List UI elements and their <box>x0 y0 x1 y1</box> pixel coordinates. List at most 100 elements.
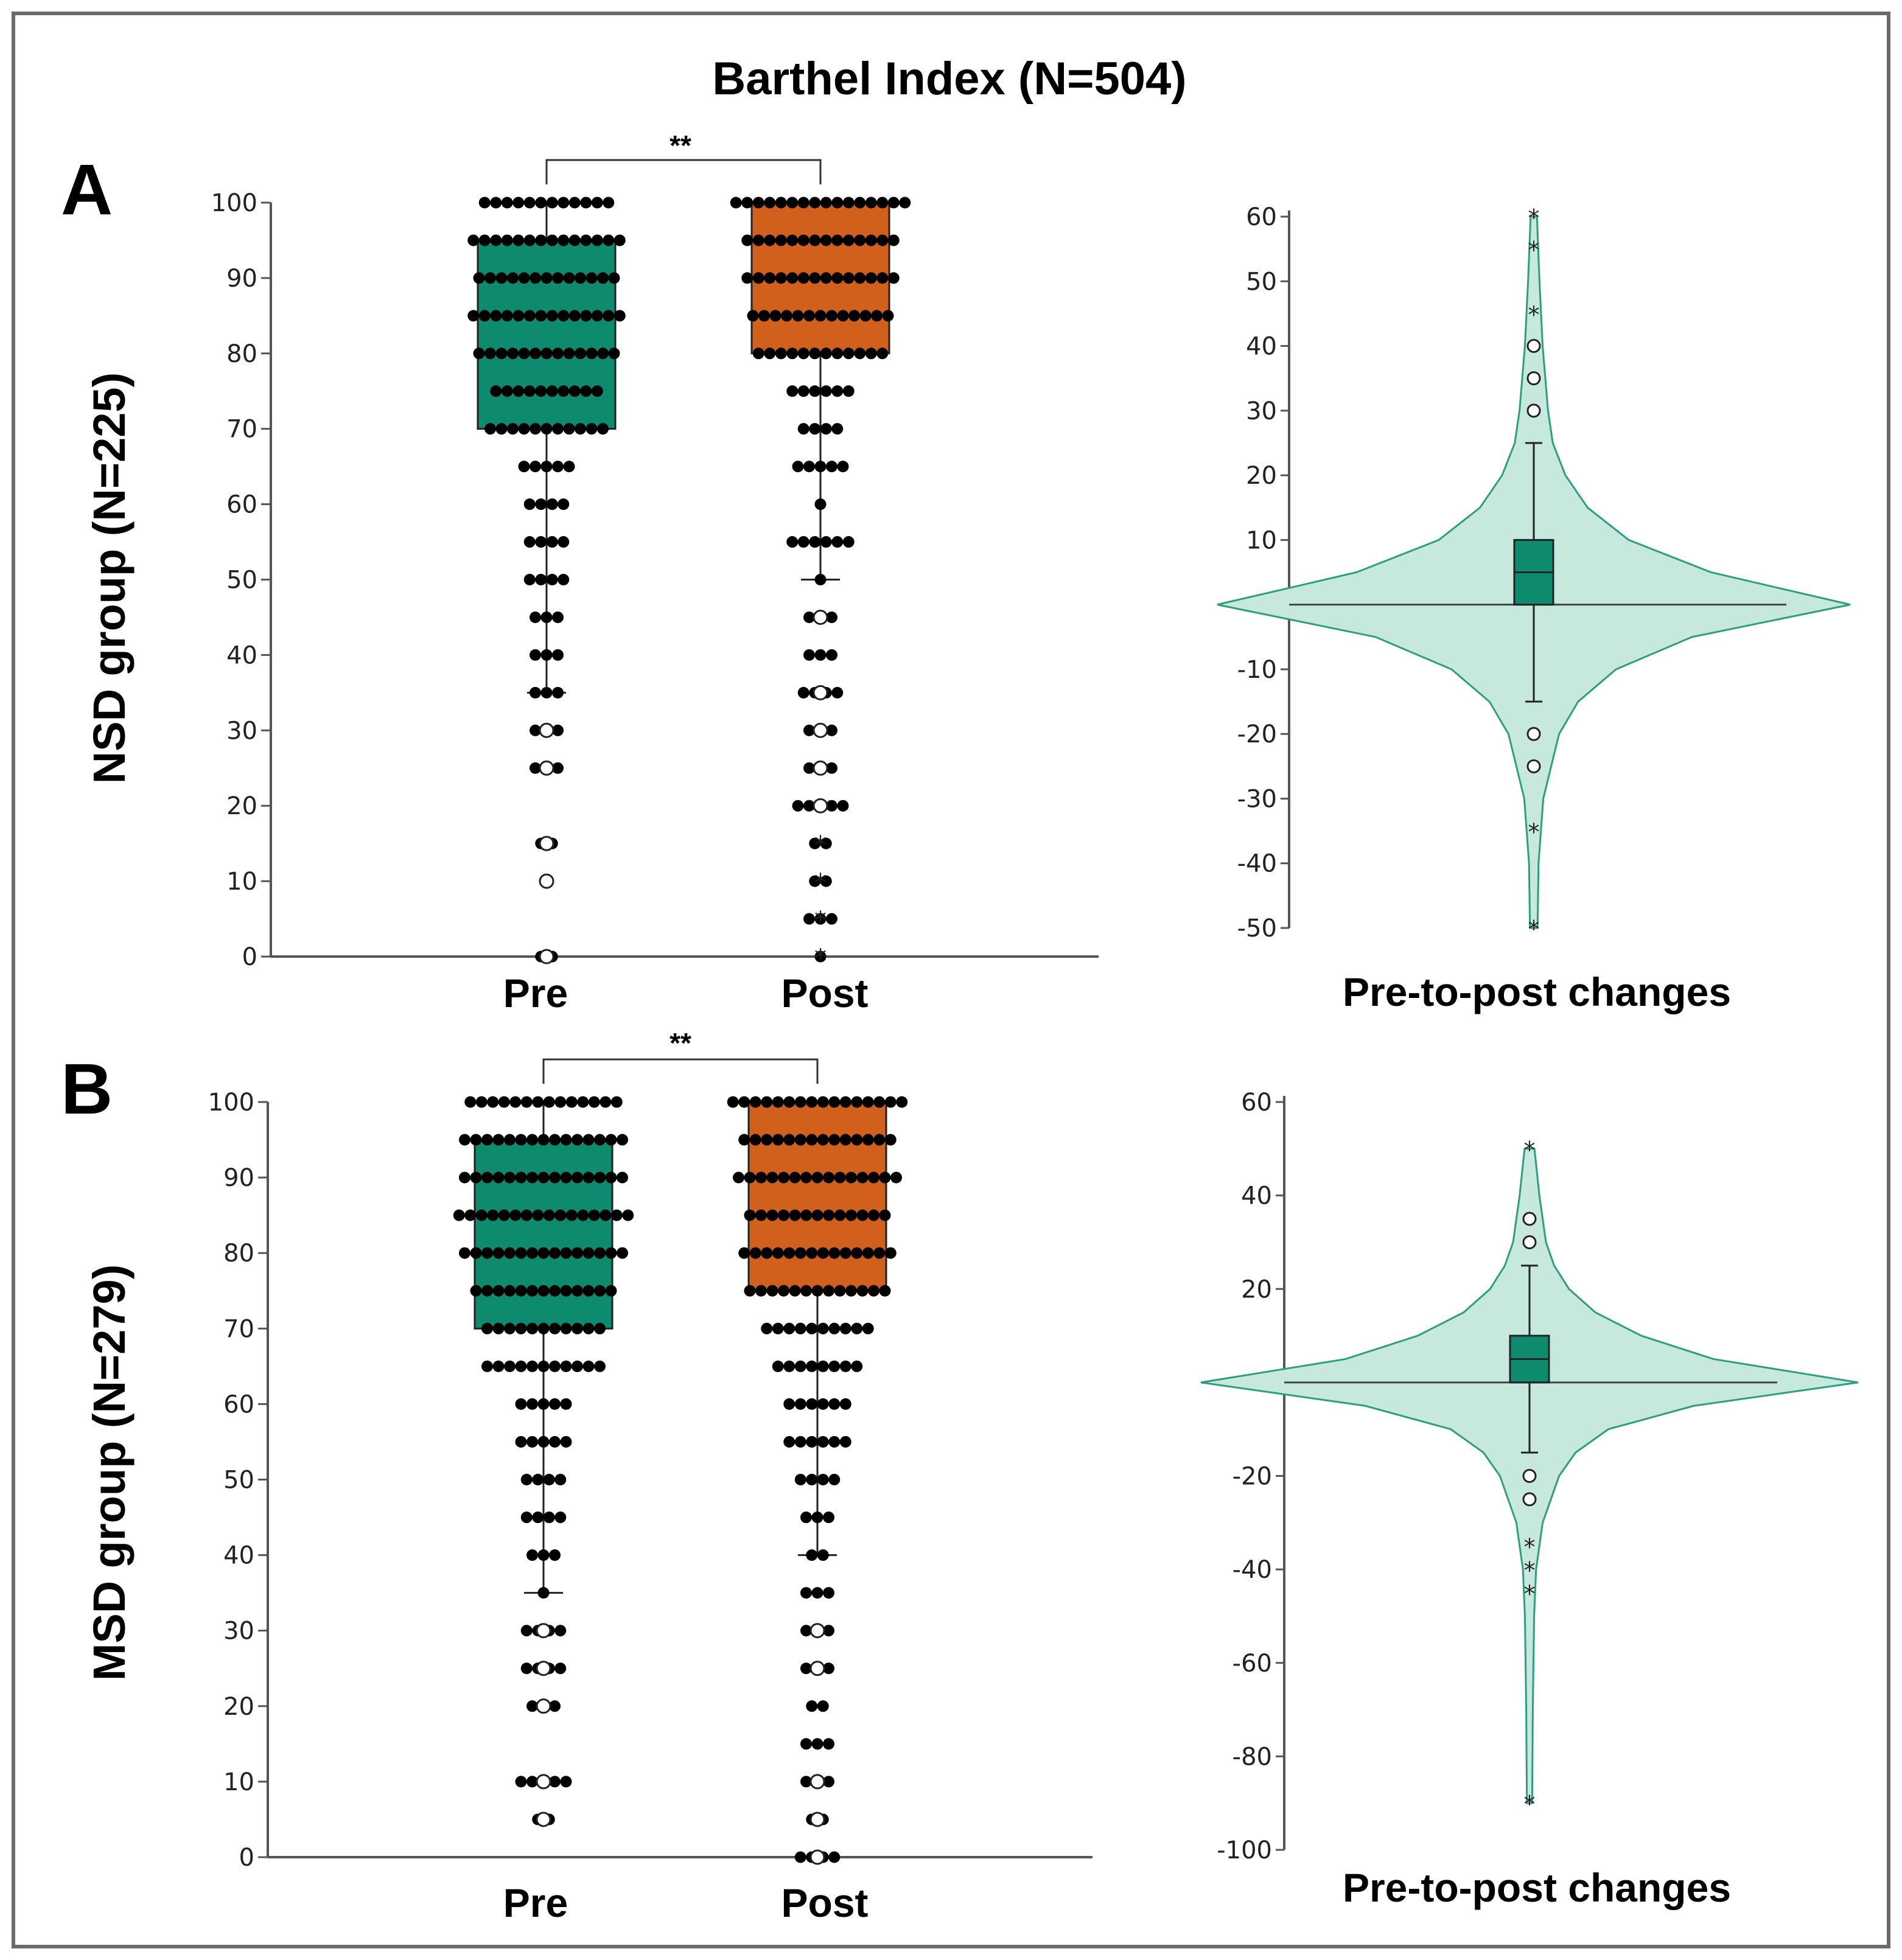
data-point <box>817 1134 829 1146</box>
data-point <box>837 800 849 812</box>
data-point <box>473 347 485 360</box>
data-point <box>806 1096 818 1108</box>
y-tick-label: 60 <box>223 1390 254 1418</box>
data-point <box>879 1285 891 1297</box>
data-point <box>554 1209 567 1221</box>
data-point <box>605 1247 617 1259</box>
outlier-point <box>539 873 554 889</box>
significance-bracket <box>545 159 822 184</box>
data-point <box>495 272 508 284</box>
data-point <box>552 611 564 623</box>
data-point <box>563 461 575 473</box>
category-label-post-b: Post <box>781 1880 868 1925</box>
data-point <box>549 1134 561 1146</box>
data-point <box>523 310 536 322</box>
data-point <box>605 1285 617 1297</box>
data-point <box>560 1171 572 1184</box>
data-point <box>568 310 581 322</box>
data-point <box>523 197 536 209</box>
data-point <box>800 1587 812 1599</box>
data-point <box>487 1096 499 1108</box>
data-point <box>575 347 586 360</box>
data-point <box>800 1209 812 1221</box>
data-point <box>792 310 804 322</box>
data-point <box>817 1096 829 1108</box>
data-point <box>755 1209 767 1221</box>
data-point <box>817 1435 829 1448</box>
data-point <box>814 498 827 511</box>
data-point <box>839 1096 851 1108</box>
outlier-point <box>1526 403 1541 418</box>
data-point <box>537 1398 550 1410</box>
outlier-point <box>809 1812 825 1827</box>
data-point <box>582 1322 595 1334</box>
data-point <box>806 1398 818 1410</box>
data-point <box>803 800 815 812</box>
data-point <box>809 385 821 397</box>
data-point <box>806 1435 818 1448</box>
data-point <box>591 234 603 246</box>
data-point <box>752 272 764 284</box>
data-point <box>899 197 911 209</box>
data-point <box>772 1247 784 1259</box>
outlier-point <box>809 1774 825 1790</box>
data-point <box>814 913 827 925</box>
data-point <box>490 234 502 246</box>
y-tick-label: 10 <box>1246 526 1277 554</box>
outlier-point <box>809 1623 825 1639</box>
data-point <box>617 1171 628 1184</box>
data-point <box>537 1549 550 1561</box>
data-point <box>546 197 558 209</box>
data-point <box>558 234 570 246</box>
data-point <box>831 686 844 699</box>
data-point <box>552 649 564 661</box>
data-point <box>806 1247 818 1259</box>
data-point <box>761 1096 773 1108</box>
data-point <box>530 272 541 284</box>
data-point <box>515 1398 527 1410</box>
data-point <box>475 1209 488 1221</box>
data-point <box>741 272 753 284</box>
data-point <box>523 385 536 397</box>
outlier-point <box>536 1812 551 1827</box>
data-point <box>772 1134 784 1146</box>
data-point <box>823 1625 834 1637</box>
boxplot-panel-b: 0 10 20 30 40 50 60 70 80 90 100 <box>208 1058 1093 1872</box>
data-point <box>582 1360 595 1372</box>
data-point <box>752 197 764 209</box>
data-point <box>873 1134 886 1146</box>
data-point <box>558 197 570 209</box>
data-point <box>487 1209 499 1221</box>
data-point <box>744 1171 756 1184</box>
outlier-point <box>536 1774 551 1790</box>
data-point <box>854 234 866 246</box>
y-tick-label: 50 <box>1246 268 1277 296</box>
extreme-outlier: * <box>1524 1137 1536 1163</box>
data-point <box>530 611 541 623</box>
data-point <box>884 1134 897 1146</box>
data-point <box>470 1247 482 1259</box>
data-point <box>563 347 575 360</box>
extreme-outlier: * <box>1524 1534 1536 1561</box>
category-label-pre-a: Pre <box>503 971 568 1016</box>
data-point <box>526 1322 538 1334</box>
y-tick-label: 30 <box>1246 397 1277 425</box>
data-point <box>498 1096 510 1108</box>
y-tick-label: 90 <box>223 1164 254 1192</box>
data-point <box>831 347 844 360</box>
y-tick-label: 40 <box>223 1542 254 1570</box>
data-point <box>575 272 586 284</box>
data-point <box>588 1096 600 1108</box>
data-point <box>617 1247 628 1259</box>
data-point <box>862 1247 874 1259</box>
data-point <box>520 1209 533 1221</box>
data-point <box>786 197 799 209</box>
data-point <box>504 1247 516 1259</box>
y-tick-label: 90 <box>226 265 257 293</box>
data-point <box>565 1209 578 1221</box>
outlier-point <box>539 949 554 964</box>
data-point <box>831 536 844 548</box>
data-point <box>884 1247 897 1259</box>
data-point <box>809 197 821 209</box>
data-point <box>520 1625 533 1637</box>
